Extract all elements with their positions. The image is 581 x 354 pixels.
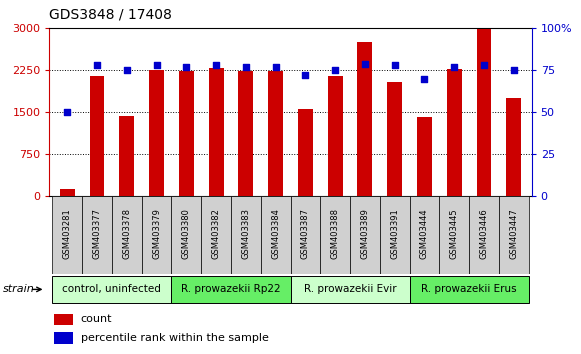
Bar xyxy=(60,189,75,196)
Text: percentile rank within the sample: percentile rank within the sample xyxy=(81,333,268,343)
Bar xyxy=(54,332,73,343)
Text: count: count xyxy=(81,314,112,324)
Bar xyxy=(268,72,283,196)
Bar xyxy=(388,81,402,196)
Bar xyxy=(149,70,164,196)
Point xyxy=(92,62,102,68)
Text: GSM403378: GSM403378 xyxy=(122,209,131,259)
Text: R. prowazekii Rp22: R. prowazekii Rp22 xyxy=(181,284,281,295)
Point xyxy=(450,64,459,70)
Bar xyxy=(54,314,73,325)
Text: R. prowazekii Evir: R. prowazekii Evir xyxy=(304,284,396,295)
Text: GSM403391: GSM403391 xyxy=(390,209,399,259)
Text: GSM403445: GSM403445 xyxy=(450,209,459,259)
Point xyxy=(331,68,340,73)
Bar xyxy=(142,196,171,274)
Point xyxy=(390,62,399,68)
Bar xyxy=(179,72,193,196)
Text: GSM403389: GSM403389 xyxy=(360,209,370,259)
Point xyxy=(182,64,191,70)
Bar xyxy=(52,276,171,303)
Text: GSM403388: GSM403388 xyxy=(331,209,340,259)
Bar xyxy=(238,72,253,196)
Bar xyxy=(201,196,231,274)
Point xyxy=(211,62,221,68)
Bar xyxy=(261,196,290,274)
Point xyxy=(360,61,370,67)
Text: GSM403446: GSM403446 xyxy=(479,209,489,259)
Bar xyxy=(447,69,462,196)
Bar xyxy=(476,29,492,196)
Point xyxy=(241,64,250,70)
Bar xyxy=(320,196,350,274)
Bar xyxy=(171,196,201,274)
Point xyxy=(420,76,429,81)
Bar xyxy=(410,276,529,303)
Bar xyxy=(119,116,134,196)
Point xyxy=(63,110,72,115)
Point xyxy=(479,62,489,68)
Point xyxy=(271,64,280,70)
Text: GSM403447: GSM403447 xyxy=(510,209,518,259)
Point xyxy=(301,73,310,78)
Text: GSM403382: GSM403382 xyxy=(211,209,221,259)
Text: GSM403380: GSM403380 xyxy=(182,209,191,259)
Bar xyxy=(417,117,432,196)
Text: control, uninfected: control, uninfected xyxy=(63,284,162,295)
Bar xyxy=(89,76,105,196)
Bar xyxy=(231,196,261,274)
Text: GSM403387: GSM403387 xyxy=(301,209,310,259)
Point xyxy=(509,68,518,73)
Text: GDS3848 / 17408: GDS3848 / 17408 xyxy=(49,7,172,21)
Point xyxy=(152,62,161,68)
Bar xyxy=(52,196,82,274)
Text: GSM403444: GSM403444 xyxy=(420,209,429,259)
Bar xyxy=(171,276,290,303)
Bar xyxy=(469,196,499,274)
Text: GSM403384: GSM403384 xyxy=(271,209,280,259)
Bar xyxy=(410,196,439,274)
Text: R. prowazekii Erus: R. prowazekii Erus xyxy=(421,284,517,295)
Bar xyxy=(290,196,320,274)
Bar xyxy=(328,76,343,196)
Bar xyxy=(112,196,142,274)
Text: GSM403379: GSM403379 xyxy=(152,209,161,259)
Bar xyxy=(82,196,112,274)
Bar xyxy=(506,98,521,196)
Bar xyxy=(209,68,224,196)
Bar xyxy=(380,196,410,274)
Bar xyxy=(357,42,372,196)
Text: GSM403377: GSM403377 xyxy=(92,209,102,259)
Bar xyxy=(298,109,313,196)
Bar xyxy=(439,196,469,274)
Text: GSM403281: GSM403281 xyxy=(63,209,71,259)
Bar xyxy=(350,196,380,274)
Bar xyxy=(290,276,410,303)
Point xyxy=(122,68,131,73)
Bar xyxy=(499,196,529,274)
Text: GSM403383: GSM403383 xyxy=(241,209,250,259)
Text: strain: strain xyxy=(3,284,35,295)
